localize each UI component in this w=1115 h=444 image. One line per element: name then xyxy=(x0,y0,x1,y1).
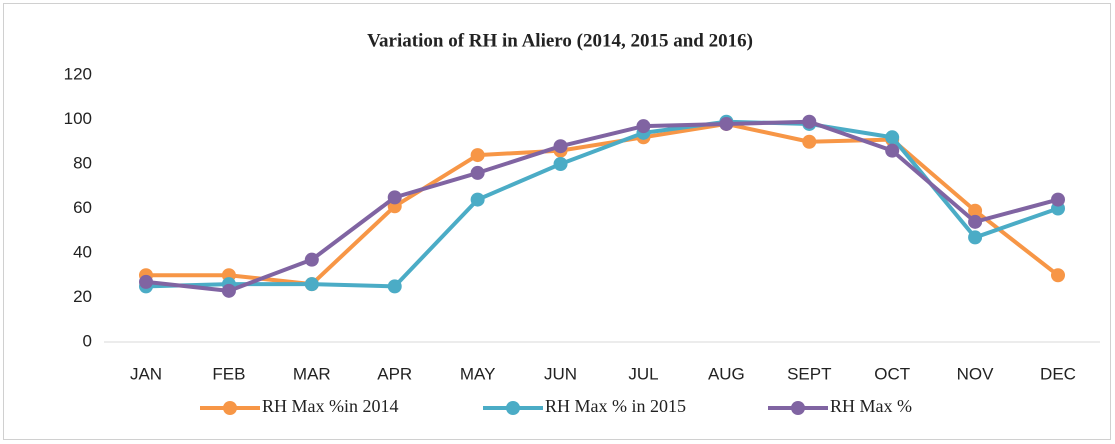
y-tick-label: 0 xyxy=(83,331,92,350)
marker xyxy=(968,230,983,245)
x-tick-label: NOV xyxy=(957,364,995,383)
marker xyxy=(470,148,485,163)
series-line xyxy=(145,119,1059,289)
marker xyxy=(387,190,402,205)
marker xyxy=(387,279,402,294)
marker xyxy=(470,165,485,180)
x-tick-label: JAN xyxy=(130,364,162,383)
marker xyxy=(139,274,153,289)
x-tick-label: JUL xyxy=(628,364,658,383)
legend-label: RH Max %in 2014 xyxy=(262,396,399,416)
y-tick-label: 80 xyxy=(73,153,92,172)
marker xyxy=(802,114,817,129)
marker xyxy=(553,139,568,154)
legend-label: RH Max % xyxy=(830,396,912,416)
y-tick-label: 120 xyxy=(64,64,92,83)
series-line xyxy=(145,119,1059,293)
marker xyxy=(968,214,983,229)
marker xyxy=(304,252,319,267)
legend-marker xyxy=(791,401,805,415)
marker xyxy=(1051,192,1065,207)
legend-label: RH Max % in 2015 xyxy=(545,396,686,416)
legend-marker xyxy=(223,401,237,415)
marker xyxy=(885,143,900,158)
marker xyxy=(221,283,236,298)
x-tick-label: MAY xyxy=(460,364,496,383)
marker xyxy=(470,192,485,207)
y-tick-label: 40 xyxy=(73,242,92,261)
x-tick-label: SEPT xyxy=(787,364,831,383)
x-tick-label: OCT xyxy=(874,364,910,383)
x-tick-label: MAR xyxy=(293,364,331,383)
y-tick-label: 100 xyxy=(64,109,92,128)
legend-marker xyxy=(506,401,520,415)
marker xyxy=(553,157,568,171)
x-tick-label: AUG xyxy=(708,364,745,383)
y-tick-label: 20 xyxy=(73,287,92,306)
x-tick-label: JUN xyxy=(544,364,577,383)
x-tick-label: FEB xyxy=(212,364,245,383)
marker xyxy=(1051,268,1065,283)
marker xyxy=(719,116,734,131)
marker xyxy=(304,277,319,292)
chart-title: Variation of RH in Aliero (2014, 2015 an… xyxy=(367,30,753,51)
marker xyxy=(802,134,817,149)
x-tick-label: DEC xyxy=(1040,364,1076,383)
marker xyxy=(968,203,983,218)
chart-border xyxy=(3,3,1111,440)
x-tick-label: APR xyxy=(377,364,412,383)
y-tick-label: 60 xyxy=(73,198,92,217)
marker xyxy=(636,119,651,134)
marker xyxy=(885,130,900,145)
